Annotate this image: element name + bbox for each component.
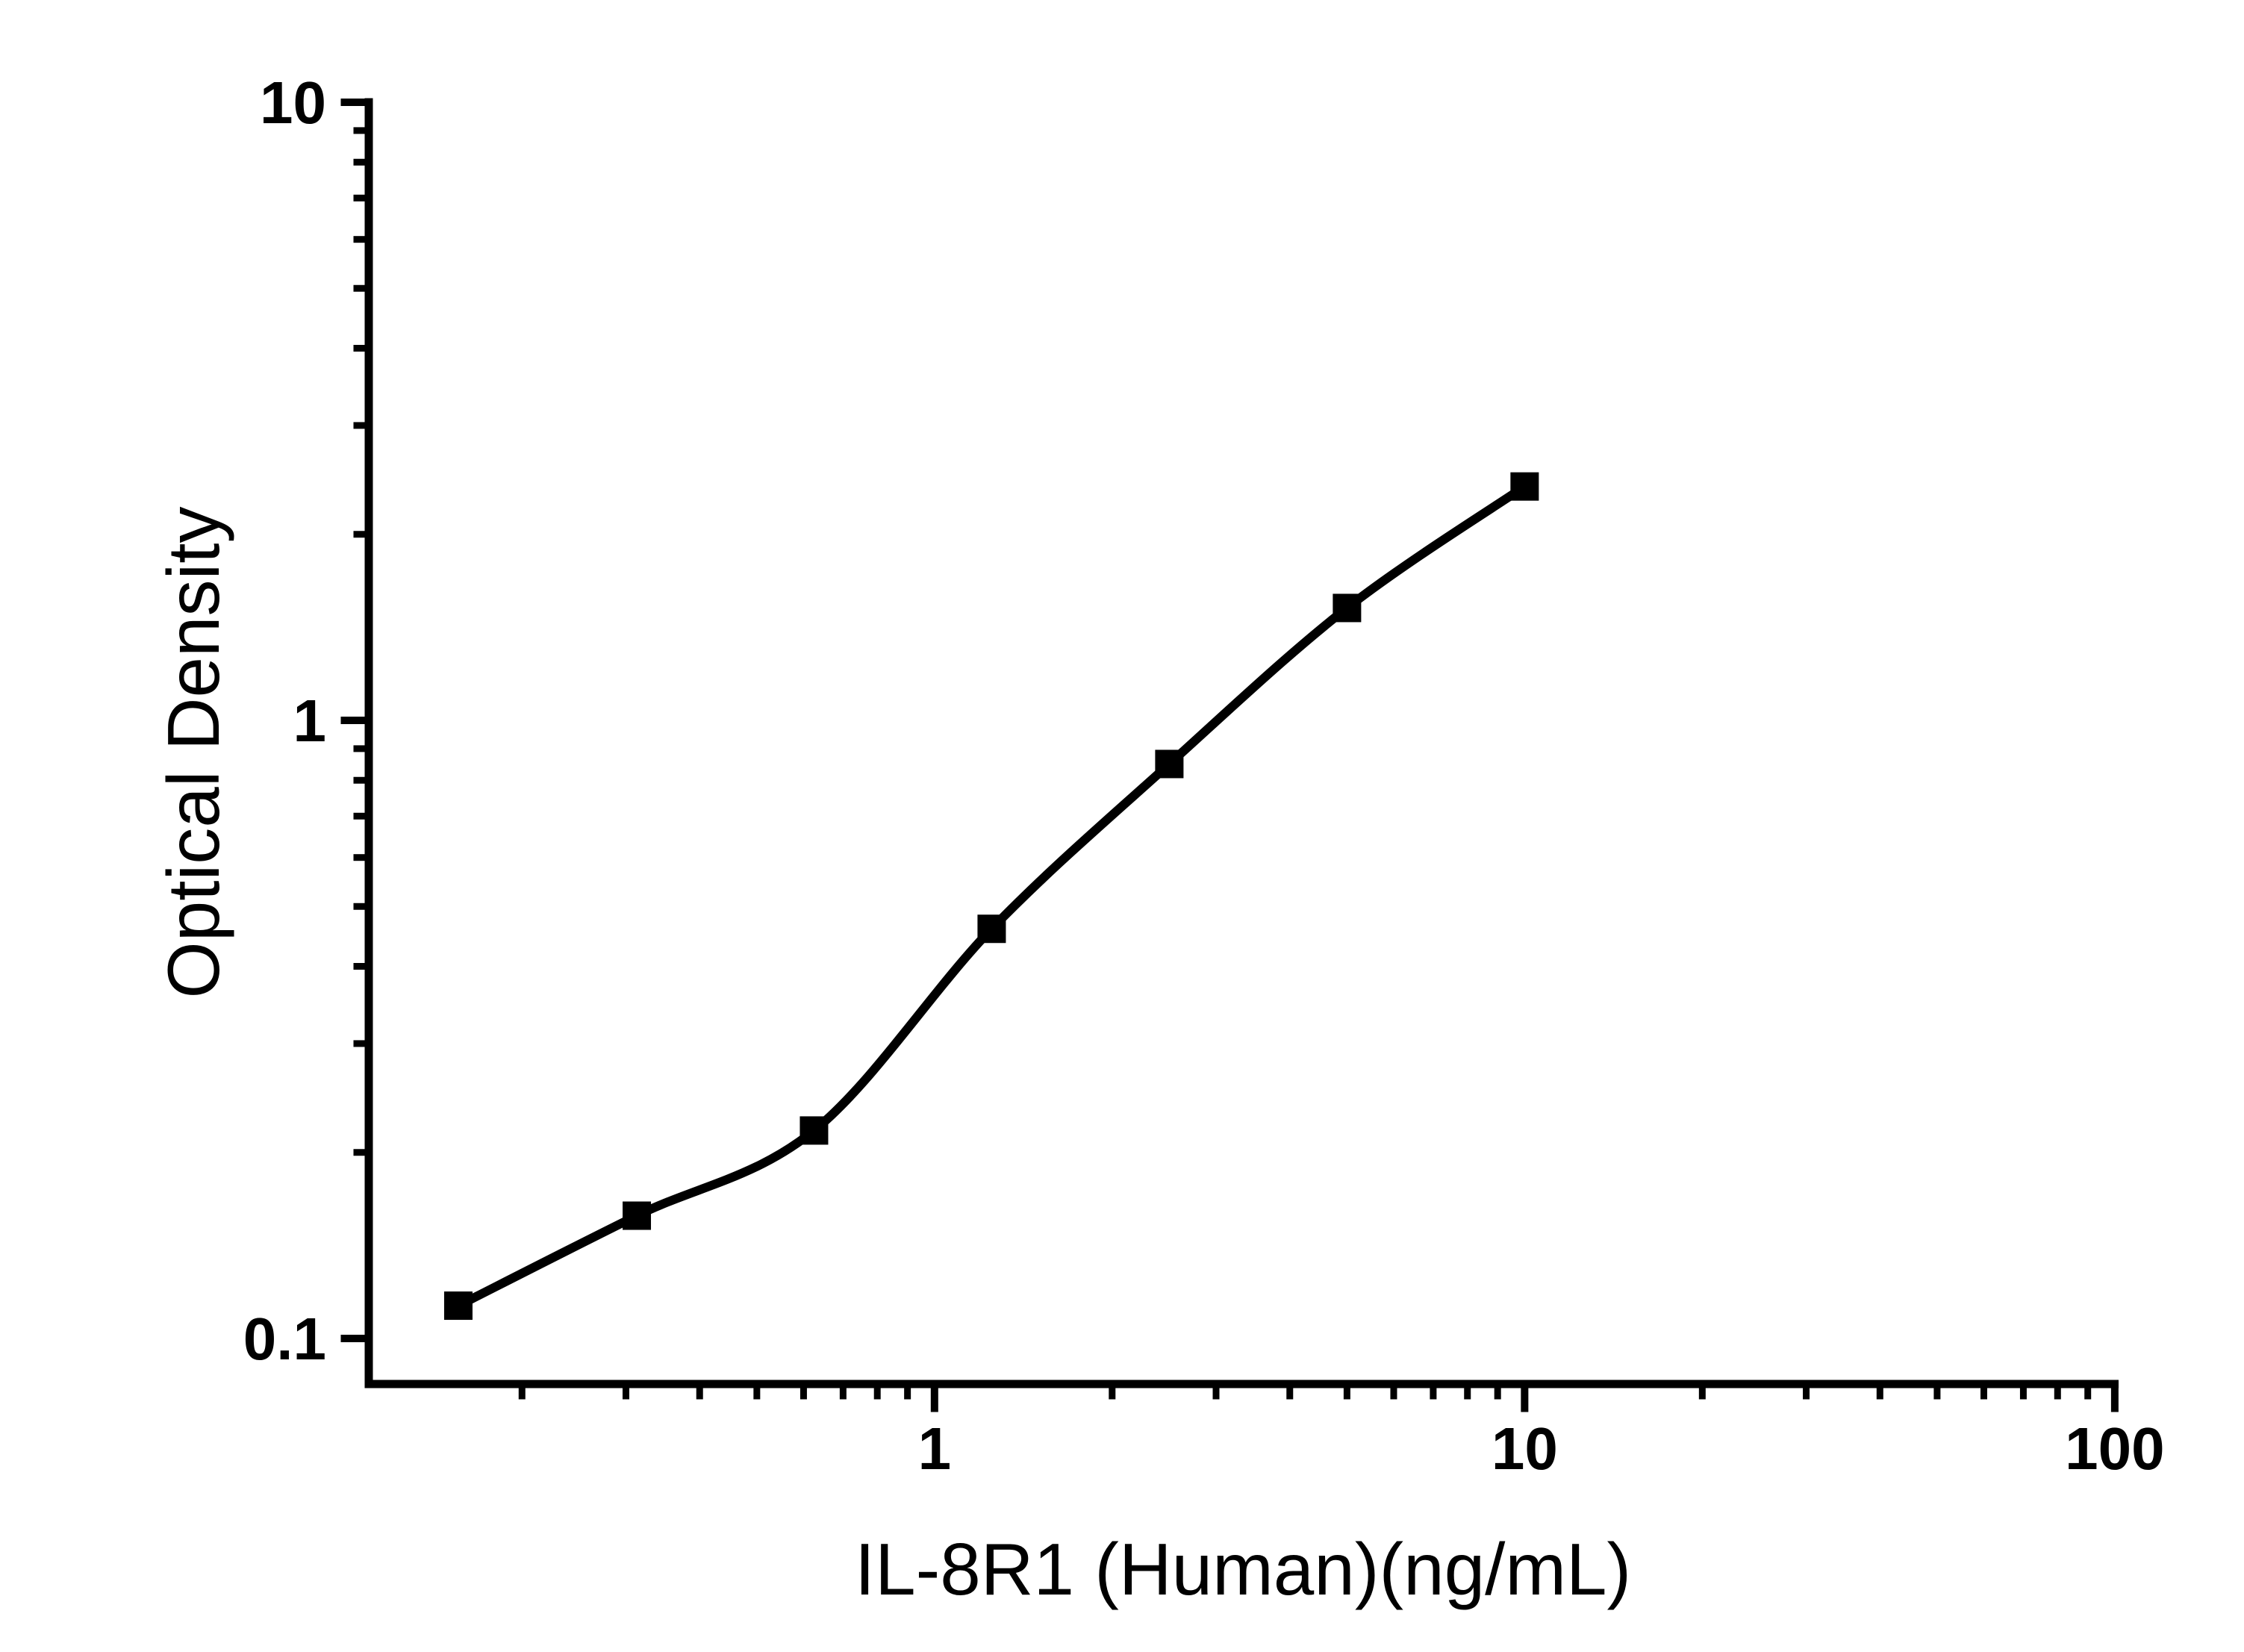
data-point-marker	[977, 914, 1006, 944]
data-point-marker	[623, 1201, 652, 1230]
y-tick-label: 10	[260, 69, 326, 136]
data-point-marker	[1510, 472, 1539, 501]
data-point-marker	[800, 1116, 829, 1145]
y-tick-label: 0.1	[243, 1306, 326, 1372]
x-tick-label: 100	[2065, 1415, 2164, 1482]
axes-layer: 1 10 100 0.1 1 10	[243, 69, 2165, 1482]
x-tick-label: 10	[1492, 1415, 1558, 1482]
data-point-marker	[443, 1291, 473, 1321]
series-layer	[443, 472, 1539, 1321]
x-tick-label: 1	[918, 1415, 952, 1482]
fit-curve	[453, 481, 1530, 1311]
data-point-marker	[1333, 593, 1362, 623]
x-axis-title: IL-8R1 (Human)(ng/mL)	[855, 1528, 1631, 1610]
y-tick-label: 1	[293, 688, 327, 754]
data-point-marker	[1155, 749, 1184, 779]
y-axis-title: Optical Density	[152, 506, 234, 998]
